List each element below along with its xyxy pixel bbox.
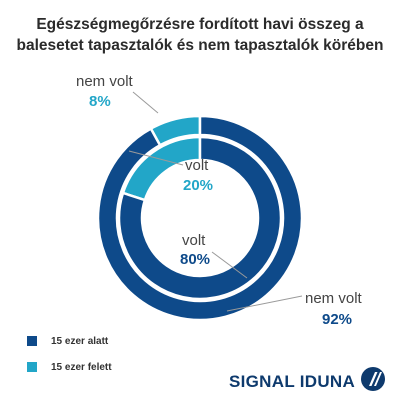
brand: SIGNAL IDUNA bbox=[229, 366, 386, 397]
inner-light-name-label: volt bbox=[185, 157, 209, 174]
outer-dark-pct-label: 92% bbox=[322, 311, 352, 328]
inner-dark-name-label: volt bbox=[182, 232, 206, 249]
inner-ring-slice-below-15k bbox=[117, 135, 283, 301]
outer-ring-slice-below-15k bbox=[96, 114, 304, 322]
outer-light-leader-line bbox=[132, 91, 159, 114]
chart-title: Egészségmegőrzésre fordított havi összeg… bbox=[0, 14, 400, 56]
legend-swatch-light bbox=[27, 362, 37, 372]
signal-iduna-logo-icon bbox=[360, 366, 386, 397]
outer-dark-name-label: nem volt bbox=[305, 290, 363, 307]
legend-label-above-15k: 15 ezer felett bbox=[51, 361, 112, 373]
legend-label-below-15k: 15 ezer alatt bbox=[51, 335, 109, 347]
outer-light-name-label: nem volt bbox=[76, 73, 134, 90]
legend-item-above-15k: 15 ezer felett bbox=[27, 360, 112, 374]
legend-item-below-15k: 15 ezer alatt bbox=[27, 334, 108, 348]
inner-light-pct-label: 20% bbox=[183, 177, 213, 194]
inner-dark-pct-label: 80% bbox=[180, 251, 210, 268]
legend-swatch-dark bbox=[27, 336, 37, 346]
inner-dark-leader-line bbox=[211, 251, 248, 279]
chart-title-line-1: Egészségmegőrzésre fordított havi összeg… bbox=[36, 16, 364, 33]
inner-light-leader-line bbox=[128, 150, 184, 166]
chart-title-line-2: balesetet tapasztalók és nem tapasztalók… bbox=[16, 37, 384, 54]
outer-light-pct-label: 8% bbox=[89, 93, 111, 110]
outer-dark-leader-line bbox=[226, 295, 303, 312]
brand-name: SIGNAL IDUNA bbox=[229, 371, 356, 391]
